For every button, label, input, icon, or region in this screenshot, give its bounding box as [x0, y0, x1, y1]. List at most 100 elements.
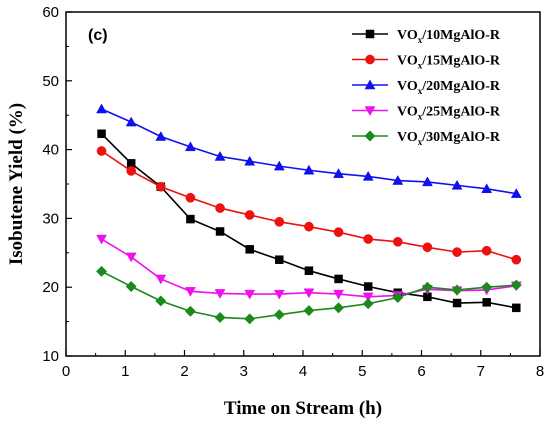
data-point — [274, 216, 285, 227]
data-point — [155, 274, 167, 285]
x-tick-label: 2 — [180, 363, 188, 380]
legend-entry: VOx/10MgAlO-R — [352, 28, 501, 45]
x-tick-label: 6 — [417, 363, 425, 380]
data-point — [332, 302, 345, 314]
data-point — [451, 284, 463, 296]
legend-label: VOx/10MgAlO-R — [397, 28, 501, 45]
data-point — [363, 282, 373, 291]
data-point — [273, 309, 285, 321]
data-point — [273, 289, 285, 300]
data-point — [422, 176, 433, 187]
data-point — [482, 298, 491, 307]
data-point — [304, 221, 314, 232]
data-point — [214, 289, 226, 299]
legend-label: VOx/15MgAlO-R — [397, 54, 501, 71]
series-markers — [95, 103, 522, 325]
data-point — [303, 288, 315, 299]
legend-marker — [364, 79, 376, 90]
data-point — [510, 188, 522, 198]
data-point — [303, 164, 315, 175]
legend-marker — [364, 106, 376, 117]
x-tick-label: 8 — [536, 363, 544, 380]
data-point — [155, 181, 166, 192]
x-axis-title: Time on Stream (h) — [224, 398, 382, 419]
x-tick-label: 0 — [62, 363, 70, 380]
data-point — [392, 175, 404, 185]
data-point — [392, 236, 403, 247]
y-tick-label: 40 — [42, 142, 59, 159]
data-point — [452, 298, 462, 308]
y-axis-title: Isobutene Yield (%) — [6, 103, 27, 265]
data-point — [95, 265, 108, 277]
x-tick-label: 5 — [358, 363, 366, 380]
data-point — [215, 203, 225, 213]
data-point — [185, 192, 196, 203]
legend-marker — [364, 130, 376, 142]
data-point — [451, 179, 463, 190]
data-point — [481, 245, 492, 256]
data-point — [362, 298, 374, 310]
data-point — [185, 141, 196, 152]
legend-entry: VOx/15MgAlO-R — [352, 54, 501, 71]
data-point — [511, 254, 522, 265]
data-point — [185, 287, 196, 297]
data-point — [333, 289, 344, 300]
data-point — [333, 168, 344, 178]
data-point — [481, 183, 493, 194]
series-line-3 — [101, 108, 517, 195]
data-point — [304, 266, 314, 275]
data-point — [275, 255, 284, 264]
legend-entry: VOx/25MgAlO-R — [352, 105, 501, 122]
data-point — [126, 166, 137, 176]
data-point — [362, 292, 374, 303]
data-point — [125, 280, 137, 293]
data-point — [334, 274, 343, 284]
data-point — [481, 281, 493, 293]
axis-ticks — [65, 11, 541, 357]
data-point — [512, 303, 521, 313]
data-point — [333, 227, 344, 238]
data-point — [362, 170, 374, 181]
legend-label: VOx/20MgAlO-R — [397, 79, 501, 96]
y-tick-label: 50 — [42, 73, 59, 90]
data-point — [96, 146, 107, 156]
data-point — [392, 291, 404, 304]
data-point — [186, 214, 195, 224]
data-point — [125, 116, 137, 127]
y-tick-label: 10 — [42, 348, 59, 365]
data-point — [510, 279, 522, 291]
data-point — [452, 247, 462, 257]
legend-marker — [365, 54, 375, 65]
panel-label: (c) — [88, 27, 108, 44]
data-point — [421, 281, 433, 293]
legend-marker — [365, 29, 375, 39]
data-point — [244, 155, 256, 166]
data-point — [244, 313, 256, 325]
legend: VOx/10MgAlO-R VOx/15MgAlO-R VOx/20MgAlO-R V… — [352, 28, 501, 147]
y-tick-label: 20 — [42, 279, 59, 296]
data-point — [244, 210, 255, 220]
data-point — [155, 131, 167, 141]
data-point — [214, 150, 226, 161]
data-point — [96, 234, 107, 245]
data-point — [273, 160, 285, 171]
x-tick-label: 3 — [240, 363, 248, 380]
data-point — [155, 295, 167, 307]
data-point — [96, 103, 107, 114]
data-point — [245, 245, 254, 254]
series-line-1 — [100, 133, 517, 309]
tick-labels: 0 1 2 3 4 5 6 7 8 10 20 30 40 50 60 — [42, 4, 544, 380]
data-point — [215, 227, 225, 236]
y-tick-label: 30 — [42, 210, 59, 227]
x-tick-label: 1 — [121, 363, 129, 380]
legend-label: VOx/30MgAlO-R — [397, 130, 501, 147]
data-point — [422, 242, 433, 253]
x-tick-label: 7 — [477, 363, 485, 380]
x-tick-label: 4 — [299, 363, 307, 380]
legend-entry: VOx/20MgAlO-R — [352, 79, 501, 96]
data-point — [244, 289, 256, 300]
data-point — [214, 311, 226, 324]
data-point — [97, 129, 106, 139]
y-tick-label: 60 — [42, 4, 59, 21]
